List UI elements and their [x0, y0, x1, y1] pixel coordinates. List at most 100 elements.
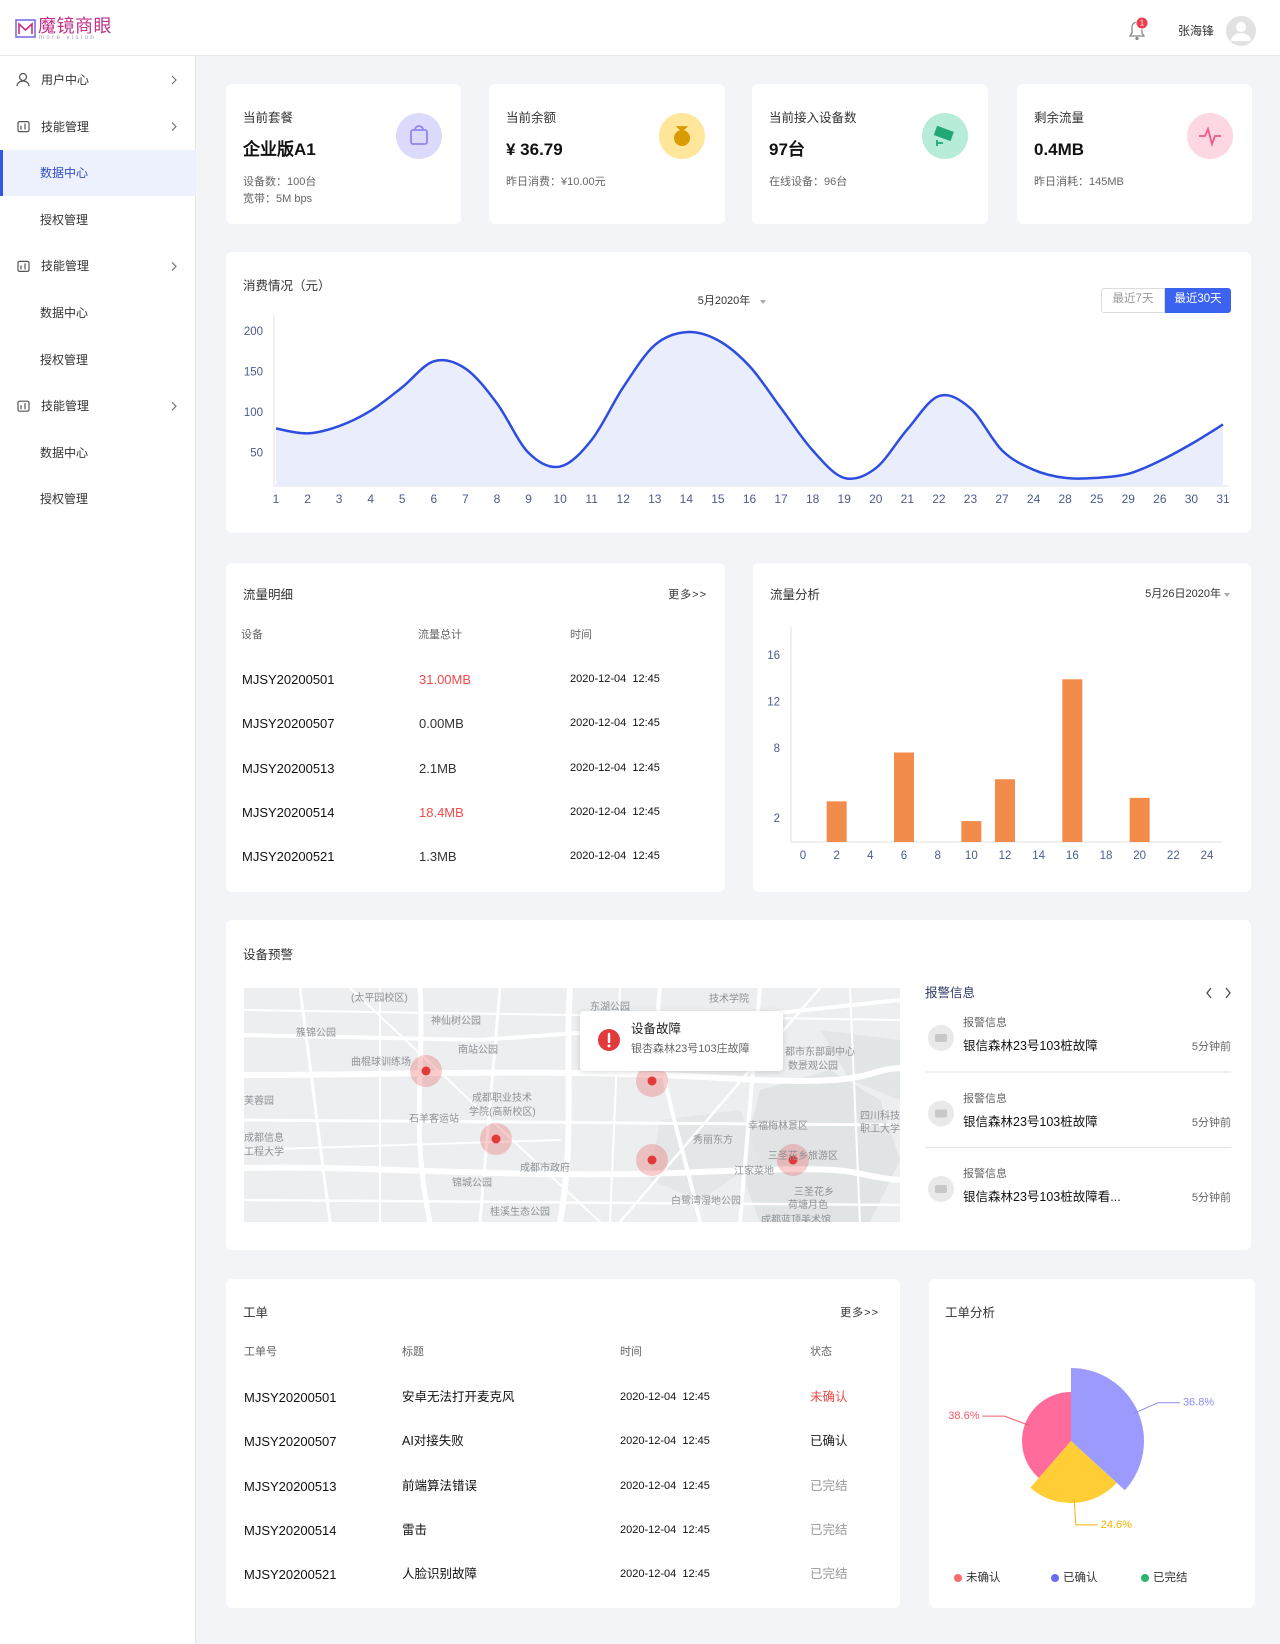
submenu-item[interactable]: 数据中心	[40, 445, 89, 460]
leader-line	[1073, 1498, 1098, 1526]
menu-item[interactable]: 技能管理	[41, 399, 90, 414]
alert-marker[interactable]	[647, 1076, 657, 1086]
x-tick-label: 5	[399, 492, 406, 506]
table-cell: MJSY20200513	[244, 1478, 337, 1494]
coin-bag	[674, 130, 690, 146]
chart-title: 工单分析	[945, 1306, 996, 1320]
range-button[interactable]	[1165, 288, 1231, 313]
table-cell: 18.4MB	[419, 804, 464, 820]
road	[244, 1065, 900, 1084]
next-arrow[interactable]	[1225, 987, 1231, 999]
bag	[410, 129, 428, 145]
menu-active-bar	[0, 150, 3, 197]
prev-arrow[interactable]	[1206, 987, 1212, 999]
menu-icon	[16, 72, 30, 87]
range-button[interactable]	[1101, 288, 1165, 313]
park-area	[740, 1070, 900, 1222]
menu-item[interactable]: 用户中心	[41, 73, 90, 87]
menu-chevron	[171, 401, 177, 411]
alarm-icon	[935, 1109, 947, 1118]
submenu-item[interactable]: 授权管理	[40, 212, 89, 227]
pie-slice	[1022, 1392, 1071, 1478]
menu-chevron	[171, 75, 177, 85]
x-tick-label: 12	[617, 492, 631, 506]
table-cell: 2020-12-04 12:45	[620, 1479, 710, 1492]
x-tick-label: 14	[1032, 850, 1045, 862]
leader-line	[982, 1415, 1030, 1426]
stat-detail: 在线设备：96台	[769, 176, 848, 188]
bar	[995, 779, 1015, 842]
submenu-item[interactable]: 授权管理	[40, 352, 89, 367]
road	[618, 988, 822, 1222]
icon-body	[16, 80, 30, 87]
x-tick-label: 28	[1058, 492, 1072, 506]
tooltip-icon-dot	[607, 1044, 611, 1048]
x-tick-label: 20	[869, 492, 883, 506]
x-tick-label: 0	[800, 850, 806, 862]
menu-item[interactable]: 技能管理	[41, 259, 90, 274]
tooltip-icon-svg	[598, 1029, 620, 1051]
legend-label: 已完结	[1153, 1570, 1188, 1584]
alarm-icon	[935, 1034, 947, 1042]
user-name: 张海锋	[1178, 24, 1215, 38]
bag-tie	[675, 126, 689, 133]
icon-box	[17, 400, 30, 412]
period-select[interactable]: 5月2020年	[697, 295, 751, 307]
map-place: 幸福梅林景区	[748, 1121, 808, 1132]
legend-label: 未确认	[966, 1571, 1001, 1584]
x-tick-label: 30	[1185, 492, 1199, 506]
park-area	[820, 1030, 900, 1100]
map-place: 成都市政府	[520, 1163, 570, 1174]
line-series	[275, 330, 1224, 481]
map-place: 工程大学	[244, 1147, 284, 1158]
table-cell: 2020-12-04 12:45	[570, 717, 660, 730]
x-tick-label: 8	[494, 492, 501, 506]
tooltip-text: 银杏森林23号103庄故障	[631, 1043, 750, 1055]
x-tick-label: 18	[806, 492, 820, 506]
road	[298, 988, 332, 1222]
road	[349, 988, 601, 1222]
map-place: 南站公园	[458, 1045, 498, 1056]
y-tick-label: 50	[250, 448, 263, 460]
stat-icon-bg	[396, 113, 442, 159]
alert-marker[interactable]	[421, 1066, 431, 1076]
road	[478, 988, 502, 1222]
card-title: 流量明细	[243, 588, 294, 602]
more-link[interactable]: 更多>>	[840, 1307, 879, 1319]
chart-title: 消费情况（元）	[243, 279, 331, 293]
table-cell: 前端算法错误	[402, 1478, 478, 1493]
map-place: 东湖公园	[590, 1002, 630, 1013]
road	[416, 988, 433, 1222]
submenu-item[interactable]: 授权管理	[40, 492, 89, 507]
map-place: 数景观公园	[788, 1061, 838, 1072]
submenu-item[interactable]: 数据中心	[40, 306, 89, 320]
x-tick-label: 16	[1066, 850, 1079, 862]
map-place: 石羊客运站	[409, 1114, 459, 1125]
table-header: 流量总计	[418, 629, 462, 641]
more-link[interactable]: 更多>>	[668, 589, 707, 601]
bell-clapper	[1135, 36, 1139, 41]
y-tick-label: 200	[244, 326, 263, 338]
map-place: 锦城公园	[452, 1178, 492, 1189]
map-place: 芙蓉园	[244, 1096, 274, 1107]
avatar-head	[1236, 22, 1246, 32]
menu-icon	[17, 120, 30, 133]
period-select[interactable]: 5月26日2020年	[1145, 588, 1221, 600]
menu-item[interactable]: 技能管理	[41, 119, 90, 134]
alert-marker[interactable]	[647, 1155, 657, 1165]
pie-slice	[1071, 1368, 1144, 1491]
y-tick-label: 150	[244, 367, 263, 379]
map-place: 江家菜地	[734, 1166, 774, 1177]
submenu-item[interactable]: 数据中心	[40, 166, 89, 181]
camera	[933, 125, 954, 142]
alert-marker[interactable]	[491, 1134, 501, 1144]
map-place: 成都职业技术	[472, 1093, 532, 1104]
traffic-card	[226, 563, 725, 892]
stat-title: 剩余流量	[1034, 111, 1085, 125]
area-fill	[276, 332, 1223, 486]
bar	[1062, 679, 1083, 842]
alert-marker[interactable]	[788, 1155, 798, 1165]
stat-detail: 昨日消费：¥10.00元	[506, 176, 606, 188]
x-tick-label: 4	[867, 850, 874, 862]
